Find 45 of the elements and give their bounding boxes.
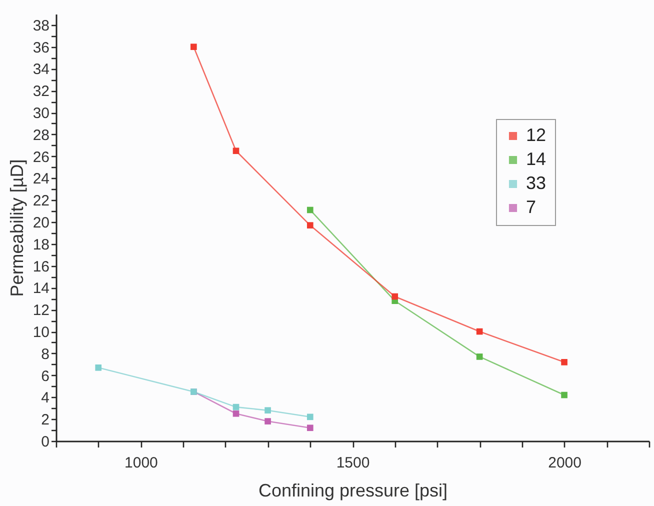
- legend-label: 7: [526, 197, 536, 217]
- y-tick-label: 10: [32, 324, 50, 342]
- point: [306, 414, 314, 420]
- legend-label: 14: [526, 149, 546, 169]
- y-tick-label: 28: [32, 126, 50, 144]
- x-tick-label: 1000: [124, 454, 158, 472]
- x-tick-label: 2000: [548, 454, 582, 472]
- y-tick-label: 30: [32, 105, 50, 122]
- y-tick-label: 14: [32, 280, 50, 298]
- y-tick-label: 36: [32, 39, 50, 56]
- y-tick-label: 26: [32, 148, 50, 166]
- y-tick-label: 32: [32, 83, 50, 100]
- y-tick-label: 38: [32, 17, 50, 34]
- x-axis-title: Confining pressure [psi]: [258, 480, 448, 500]
- y-tick-label: 2: [41, 412, 50, 429]
- point: [264, 407, 271, 414]
- point: [264, 418, 271, 424]
- y-tick-label: 6: [41, 368, 50, 385]
- y-tick-label: 20: [32, 214, 50, 232]
- y-tick-label: 18: [32, 236, 50, 254]
- legend-label: 33: [526, 173, 546, 193]
- point: [232, 148, 240, 154]
- y-tick-label: 16: [32, 258, 50, 276]
- y-tick-label: 8: [41, 346, 50, 363]
- point: [306, 222, 314, 228]
- point: [306, 206, 314, 214]
- legend-label: 12: [526, 125, 546, 145]
- y-tick-label: 34: [32, 61, 50, 78]
- y-tick-label: 24: [32, 170, 50, 188]
- point: [232, 404, 240, 410]
- y-tick-label: 0: [41, 434, 50, 450]
- point: [306, 424, 314, 432]
- y-axis-title: Permeability [µD]: [6, 159, 27, 297]
- y-tick-label: 4: [41, 390, 50, 407]
- y-tick-label: 12: [32, 302, 50, 320]
- point: [95, 364, 102, 371]
- point: [232, 410, 240, 417]
- x-tick-label: 1500: [336, 454, 370, 472]
- point: [392, 293, 398, 300]
- point: [190, 44, 197, 50]
- y-tick-label: 22: [32, 192, 50, 210]
- point: [476, 328, 483, 335]
- point: [476, 354, 483, 360]
- point: [561, 392, 568, 398]
- point: [561, 359, 568, 366]
